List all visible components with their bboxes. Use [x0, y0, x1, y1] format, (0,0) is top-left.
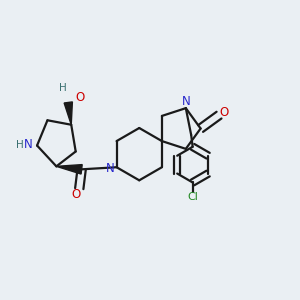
Text: N: N — [24, 138, 32, 152]
Text: Cl: Cl — [187, 192, 198, 202]
Text: O: O — [76, 91, 85, 103]
Text: H: H — [16, 140, 24, 150]
Text: N: N — [182, 95, 190, 108]
Polygon shape — [64, 102, 72, 125]
Text: O: O — [71, 188, 80, 201]
Polygon shape — [56, 165, 82, 174]
Text: O: O — [220, 106, 229, 119]
Text: N: N — [106, 162, 115, 175]
Text: H: H — [59, 83, 67, 93]
